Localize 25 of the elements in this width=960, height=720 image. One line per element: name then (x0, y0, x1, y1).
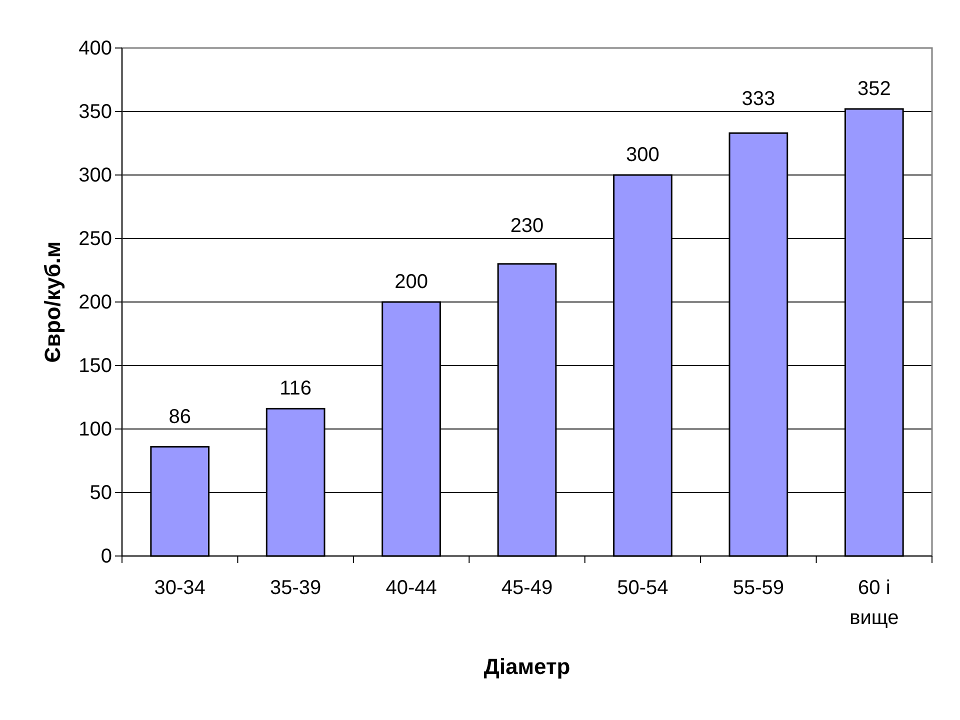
data-label: 333 (742, 88, 776, 110)
data-label: 230 (510, 214, 544, 237)
y-tick-label: 400 (78, 37, 112, 60)
data-label: 86 (168, 406, 191, 428)
y-tick-label: 250 (78, 228, 112, 250)
y-tick-label: 100 (78, 418, 112, 440)
y-axis-title: Євро/куб.м (40, 241, 65, 363)
data-label: 116 (280, 378, 312, 400)
y-tick-label: 200 (78, 291, 112, 314)
data-label: 352 (857, 78, 891, 100)
x-axis-title: Діаметр (484, 654, 570, 679)
x-tick-label: 45-49 (501, 577, 553, 599)
y-tick-label: 50 (90, 482, 112, 504)
x-tick-label: 50-54 (617, 577, 668, 599)
y-tick-label: 350 (78, 100, 112, 123)
data-label: 200 (394, 271, 428, 293)
x-tick-label: 60 і вище (850, 577, 899, 629)
x-tick-label: 30-34 (154, 577, 206, 599)
data-label: 300 (626, 144, 660, 166)
x-tick-label: 55-59 (732, 577, 784, 599)
y-tick-label: 0 (100, 545, 112, 568)
x-tick-label: 40-44 (386, 577, 437, 599)
y-tick-label: 150 (78, 354, 112, 377)
y-tick-label: 300 (78, 164, 112, 186)
x-tick-label: 35-39 (270, 577, 322, 599)
